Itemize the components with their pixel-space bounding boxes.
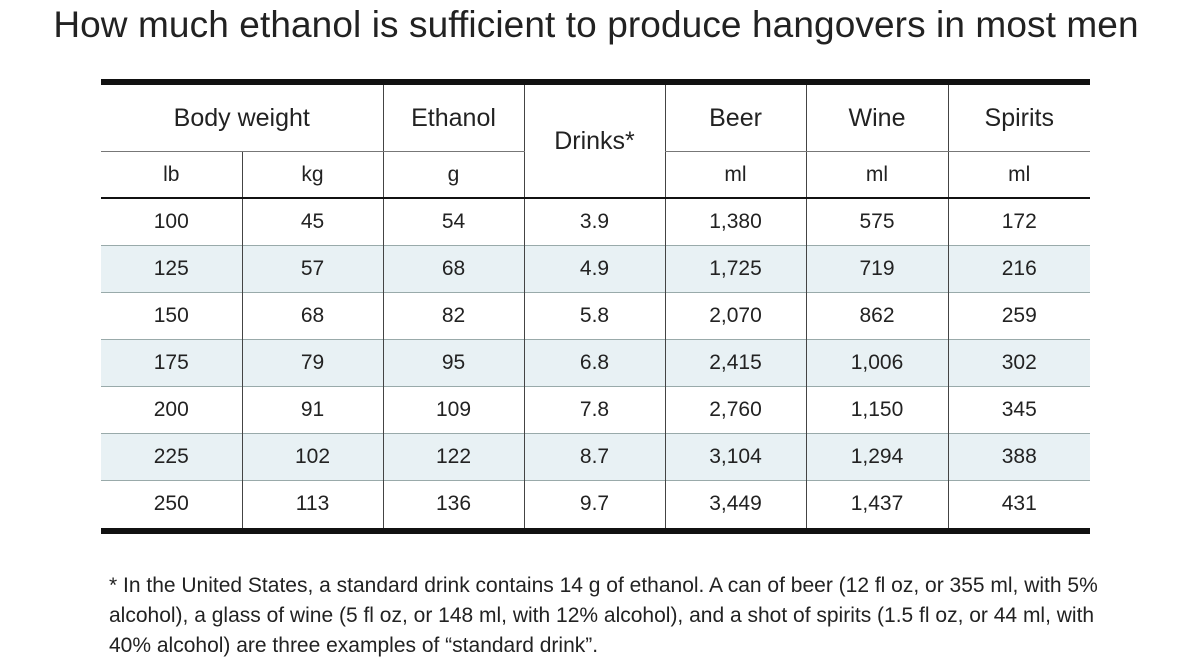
unit-wine: ml <box>805 151 949 198</box>
unit-ethanol: g <box>382 151 525 198</box>
cell-wine: 719 <box>805 245 949 293</box>
header-body-weight: Body weight <box>101 82 384 152</box>
cell-beer: 3,449 <box>664 480 807 531</box>
cell-ethanol: 82 <box>382 292 525 340</box>
cell-drinks: 4.9 <box>523 245 666 293</box>
cell-kg: 45 <box>241 198 384 246</box>
cell-drinks: 7.8 <box>523 386 666 434</box>
cell-spirits: 216 <box>947 245 1091 293</box>
table-row: 125 57 68 4.9 1,725 719 216 <box>101 245 1091 293</box>
cell-ethanol: 54 <box>382 198 525 246</box>
cell-lb: 150 <box>153 304 189 327</box>
cell-ethanol: 95 <box>382 339 525 387</box>
table-row: 250 113 136 9.7 3,449 1,437 431 <box>101 480 1091 531</box>
cell-wine: 1,437 <box>805 480 949 531</box>
cell-beer: 2,415 <box>664 339 807 387</box>
unit-lb: lb <box>163 162 180 186</box>
table-row: 150 68 82 5.8 2,070 862 259 <box>101 292 1091 340</box>
table-row: 175 79 95 6.8 2,415 1,006 302 <box>101 339 1091 387</box>
cell-beer: 1,380 <box>664 198 807 246</box>
header-spirits: Spirits <box>947 82 1091 152</box>
cell-spirits: 345 <box>947 386 1091 434</box>
table-row: 200 91 109 7.8 2,760 1,150 345 <box>101 386 1091 434</box>
header-wine: Wine <box>805 82 949 152</box>
cell-ethanol: 109 <box>382 386 525 434</box>
cell-wine: 1,294 <box>805 433 949 481</box>
cell-lb: 225 <box>101 433 242 481</box>
cell-wine: 862 <box>805 292 949 340</box>
cell-spirits: 259 <box>947 292 1091 340</box>
cell-wine: 1,150 <box>805 386 949 434</box>
footnote: * In the United States, a standard drink… <box>109 574 1098 657</box>
cell-wine: 1,006 <box>805 339 949 387</box>
cell-kg: 102 <box>241 433 384 481</box>
cell-beer: 2,760 <box>664 386 807 434</box>
header-beer: Beer <box>664 82 807 152</box>
cell-wine: 575 <box>805 198 949 246</box>
cell-spirits: 431 <box>947 480 1091 531</box>
cell-beer: 1,725 <box>664 245 807 293</box>
cell-drinks: 6.8 <box>523 339 666 387</box>
cell-lb: 175 <box>101 339 242 387</box>
cell-lb: 200 <box>153 398 189 421</box>
cell-drinks: 8.7 <box>523 433 666 481</box>
cell-spirits: 388 <box>947 433 1091 481</box>
cell-kg: 79 <box>241 339 384 387</box>
header-ethanol: Ethanol <box>382 82 525 152</box>
table-row: 100 45 54 3.9 1,380 575 172 <box>101 198 1091 246</box>
cell-beer: 2,070 <box>664 292 807 340</box>
cell-ethanol: 122 <box>382 433 525 481</box>
cell-drinks: 5.8 <box>523 292 666 340</box>
cell-ethanol: 68 <box>382 245 525 293</box>
page-title: How much ethanol is sufficient to produc… <box>53 4 1139 45</box>
cell-spirits: 302 <box>947 339 1091 387</box>
cell-kg: 68 <box>241 292 384 340</box>
unit-spirits: ml <box>947 151 1091 198</box>
header-drinks: Drinks* <box>523 82 666 198</box>
unit-kg: kg <box>241 151 384 198</box>
cell-lb: 250 <box>153 492 189 516</box>
hangover-ethanol-table: Body weight Ethanol Drinks* Beer Wine Sp… <box>101 79 1091 534</box>
cell-drinks: 9.7 <box>523 480 666 531</box>
unit-beer: ml <box>664 151 807 198</box>
cell-ethanol: 136 <box>382 480 525 531</box>
cell-drinks: 3.9 <box>523 198 666 246</box>
cell-kg: 113 <box>241 480 384 531</box>
cell-lb: 100 <box>153 210 189 233</box>
cell-spirits: 172 <box>947 198 1091 246</box>
cell-kg: 57 <box>241 245 384 293</box>
cell-beer: 3,104 <box>664 433 807 481</box>
table-row: 225 102 122 8.7 3,104 1,294 388 <box>101 433 1091 481</box>
cell-kg: 91 <box>241 386 384 434</box>
cell-lb: 125 <box>101 245 242 293</box>
